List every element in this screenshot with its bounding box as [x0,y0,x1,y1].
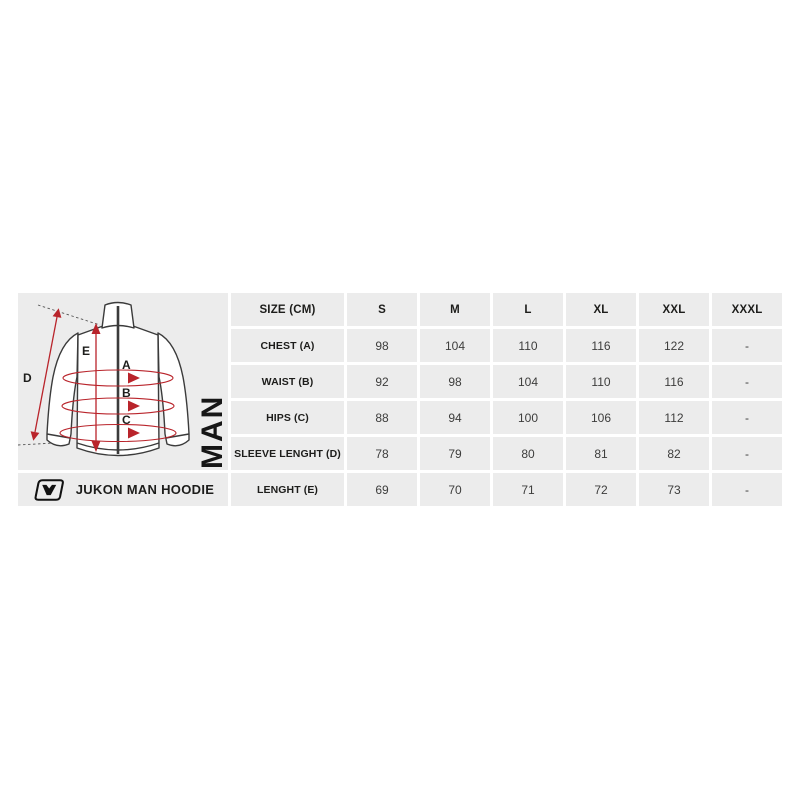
length-value-l: 71 [493,473,563,506]
size-unit-header: SIZE (CM) [231,293,344,326]
length-value-s: 69 [347,473,417,506]
hips-value-xxxl: - [712,401,782,434]
chest-value-xxxl: - [712,329,782,362]
sleeve-arrowhead-bottom-icon [30,431,40,441]
waist-value-l: 104 [493,365,563,398]
left-sleeve [46,332,79,447]
length-value-m: 70 [420,473,490,506]
hips-ellipse [59,423,177,443]
product-name: JUKON MAN HOODIE [75,482,215,497]
waist-value-xl: 110 [566,365,636,398]
length-arrowhead-bottom-icon [91,441,101,452]
row-label-length: LENGHT (E) [231,473,344,506]
waist-value-m: 98 [420,365,490,398]
sleeve-arrow [34,316,58,433]
sleeve-letter: D [23,371,32,385]
sleeve-value-xl: 81 [566,437,636,470]
row-label-chest: CHEST (A) [231,329,344,362]
length-value-xxl: 73 [639,473,709,506]
gender-category-label: MAN [196,395,228,469]
size-col-xxxl: XXXL [712,293,782,326]
chest-ellipse [62,369,174,387]
chest-value-xxl: 122 [639,329,709,362]
hips-value-xxl: 112 [639,401,709,434]
hips-value-l: 100 [493,401,563,434]
waist-value-xxl: 116 [639,365,709,398]
row-label-sleeve-length: SLEEVE LENGHT (D) [231,437,344,470]
row-label-waist: WAIST (B) [231,365,344,398]
sleeve-value-s: 78 [347,437,417,470]
jacket-measurement-diagram: A B C D E MAN [18,293,228,470]
sleeve-value-m: 79 [420,437,490,470]
chest-value-m: 104 [420,329,490,362]
waist-letter: B [122,386,131,400]
chest-value-xl: 116 [566,329,636,362]
length-value-xxxl: - [712,473,782,506]
chest-letter: A [122,358,131,372]
sleeve-guide-dash-bottom [18,442,55,446]
length-value-xl: 72 [566,473,636,506]
brand-row: JUKON MAN HOODIE [18,473,228,506]
waist-ellipse [61,397,175,415]
sleeve-arrowhead-top-icon [52,308,62,318]
sleeve-value-xxxl: - [712,437,782,470]
size-col-s: S [347,293,417,326]
size-col-xxl: XXL [639,293,709,326]
sleeve-value-l: 80 [493,437,563,470]
size-col-m: M [420,293,490,326]
sleeve-value-xxl: 82 [639,437,709,470]
jacket-diagram-svg: A B C D E MAN [18,301,228,469]
hips-value-xl: 106 [566,401,636,434]
chest-arrowhead-icon [128,372,140,384]
size-chart: A B C D E MAN SIZE (CM) S M L XL XXL XXX… [18,293,782,506]
length-letter: E [82,344,90,358]
row-label-hips: HIPS (C) [231,401,344,434]
hips-letter: C [122,413,131,427]
size-col-xl: XL [566,293,636,326]
right-sleeve [157,332,190,447]
hips-arrowhead-icon [128,427,140,439]
chest-value-s: 98 [347,329,417,362]
hips-value-s: 88 [347,401,417,434]
length-arrowhead-top-icon [91,323,101,334]
size-col-l: L [493,293,563,326]
waist-arrowhead-icon [128,400,140,412]
circumference-ellipses [59,369,177,443]
waist-value-s: 92 [347,365,417,398]
waist-value-xxxl: - [712,365,782,398]
hips-value-m: 94 [420,401,490,434]
v-badge-logo-icon [34,478,64,501]
chest-value-l: 110 [493,329,563,362]
sleeve-guide-dash-top [37,304,101,326]
circumference-arrowheads [128,372,140,439]
